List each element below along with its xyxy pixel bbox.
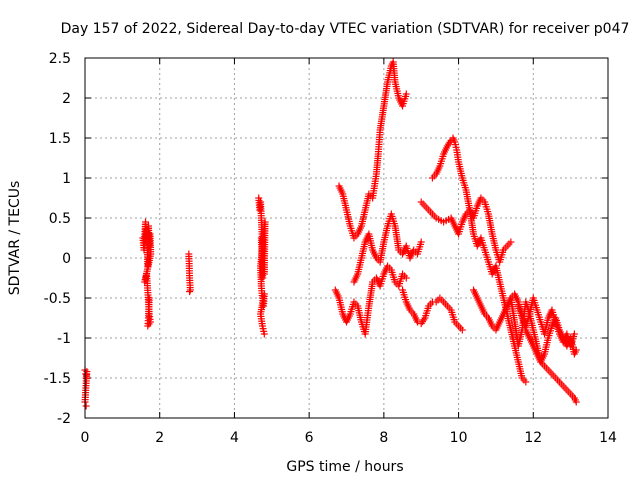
x-tick-label: 14 [599,430,617,446]
series-p047-seg-2 [139,218,155,330]
y-tick-label: 0.5 [49,211,71,227]
x-axis-title: GPS time / hours [286,459,403,475]
data-point [186,288,194,296]
x-tick-label: 6 [305,430,314,446]
data-point [570,330,578,338]
data-point [402,274,410,282]
data-point [522,378,530,386]
y-tick-label: 1 [62,171,71,187]
y-tick-label: 2.5 [49,51,71,67]
series-p047-seg-7 [350,210,425,286]
y-axis-title: SDTVAR / TECUs [7,181,23,296]
y-tick-label: 1.5 [49,131,71,147]
x-tick-label: 10 [450,430,468,446]
data-point [417,238,425,246]
y-tick-label: -2 [57,411,71,427]
x-tick-label: 4 [230,430,239,446]
data-point [572,398,580,406]
y-tick-label: 0 [62,251,71,267]
chart-title: Day 157 of 2022, Sidereal Day-to-day VTE… [61,21,630,37]
data-points [81,58,580,410]
data-point [260,330,268,338]
x-tick-label: 2 [155,430,164,446]
data-point [507,238,515,246]
y-tick-labels: -2 -1.5 -1 -0.5 0 0.5 1 1.5 2 2.5 [44,51,71,427]
data-point [458,326,466,334]
x-tick-label: 12 [524,430,542,446]
data-point [572,346,580,354]
y-tick-label: -0.5 [44,291,71,307]
series-p047-seg-3 [185,250,194,296]
x-tick-labels: 0 2 4 6 8 10 12 14 [81,430,617,446]
data-point [82,402,90,410]
x-tick-label: 0 [81,430,90,446]
data-point [259,274,267,282]
data-point [402,90,410,98]
series-p047-seg-5 [335,58,410,242]
y-tick-label: 2 [62,91,71,107]
series-p047-seg-8 [399,286,466,334]
y-tick-label: -1 [57,331,71,347]
series-p047-seg-6 [331,262,410,338]
x-tick-label: 8 [379,430,388,446]
series-p047-seg-10 [428,134,530,386]
plot-frame [84,57,609,419]
y-tick-label: -1.5 [44,371,71,387]
data-point [186,286,194,294]
series-p047-seg-4 [255,194,269,338]
grid-lines [85,58,608,418]
data-point [145,294,153,302]
series-p047-seg-13 [507,294,578,350]
